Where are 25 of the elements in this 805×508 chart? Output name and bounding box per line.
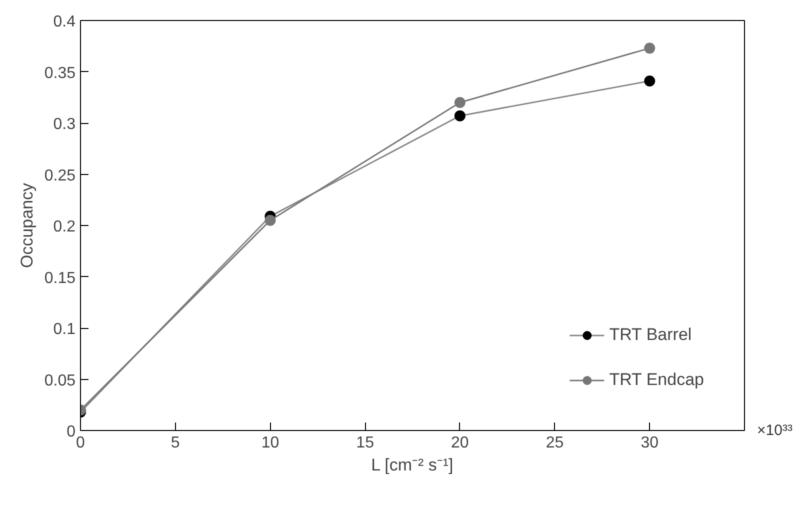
y-tick-label: 0.4 (53, 14, 76, 30)
legend-label: TRT Barrel (609, 325, 692, 345)
x-tick-label: 25 (546, 434, 564, 452)
y-tick-label: 0.35 (44, 64, 76, 82)
x-tick-label: 30 (640, 434, 659, 452)
y-axis-title: Occupancy (17, 182, 36, 268)
x-tick-label: 15 (356, 434, 374, 452)
x-tick-label: 10 (261, 434, 280, 452)
point (264, 214, 276, 226)
y-tick-label: 0.25 (44, 167, 76, 184)
legend-label: TRT Endcap (609, 370, 704, 390)
y-tick-label: 0.3 (53, 116, 76, 133)
point (454, 97, 466, 108)
y-tick-label: 0 (66, 424, 76, 440)
y-tick-label: 0.05 (44, 372, 76, 390)
point (454, 110, 466, 122)
text: ×10³³ (757, 421, 792, 441)
y-tick-label: 0.15 (44, 270, 76, 287)
y-tick-label: 0.2 (53, 218, 76, 236)
x-tick-label: 5 (170, 434, 180, 452)
point (644, 42, 656, 54)
point (644, 75, 656, 86)
y-tick-label: 0.1 (53, 321, 76, 338)
x-axis-title: L [cm⁻² s⁻¹] (371, 456, 454, 474)
x-tick-label: 20 (451, 434, 469, 452)
